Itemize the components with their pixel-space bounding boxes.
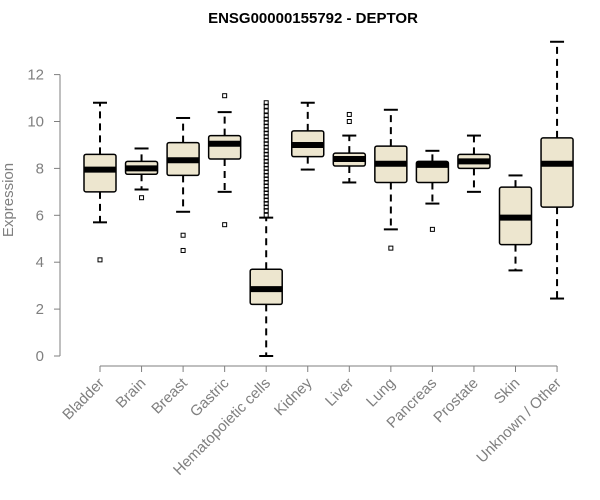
outlier-point bbox=[263, 100, 269, 106]
box-group bbox=[457, 134, 491, 193]
x-tick-label: Lung bbox=[363, 375, 399, 411]
outlier-point bbox=[263, 113, 269, 119]
x-tick-label: Prostate bbox=[430, 375, 482, 427]
outlier-point bbox=[388, 245, 394, 251]
box-group bbox=[124, 147, 159, 201]
box-iqr bbox=[540, 137, 574, 208]
x-tick-label: Liver bbox=[322, 375, 357, 410]
outlier-point bbox=[222, 222, 228, 228]
y-tick-label: 6 bbox=[36, 207, 44, 224]
box-group bbox=[166, 116, 200, 253]
x-tick-label: Brain bbox=[113, 375, 150, 412]
chart-title: ENSG00000155792 - DEPTOR bbox=[208, 10, 418, 27]
box-group bbox=[207, 93, 242, 228]
box-group bbox=[498, 174, 533, 272]
box-group bbox=[83, 101, 117, 263]
outlier-point bbox=[263, 108, 269, 114]
x-tick-label: Kidney bbox=[271, 374, 316, 419]
x-tick-label: Skin bbox=[491, 375, 524, 408]
box-group bbox=[540, 40, 574, 300]
box-group bbox=[374, 108, 408, 251]
outlier-point bbox=[222, 93, 228, 99]
y-axis: 0 2 4 6 8 10 12 bbox=[27, 67, 61, 365]
outlier-point bbox=[346, 119, 352, 124]
box-iqr bbox=[207, 134, 242, 160]
outlier-point bbox=[263, 212, 269, 218]
outlier-point bbox=[180, 232, 186, 238]
y-tick-label: 2 bbox=[36, 301, 44, 318]
x-tick-label: Breast bbox=[148, 374, 191, 417]
y-axis-title: Expression bbox=[0, 163, 17, 237]
x-tick-label: Bladder bbox=[59, 375, 108, 424]
box-group bbox=[415, 149, 450, 232]
outlier-point bbox=[346, 111, 352, 117]
y-tick-label: 0 bbox=[36, 348, 44, 365]
box-group bbox=[291, 101, 325, 171]
boxes bbox=[83, 40, 574, 357]
y-tick-label: 12 bbox=[27, 67, 44, 84]
outlier-point bbox=[180, 247, 186, 253]
y-tick-label: 4 bbox=[36, 254, 44, 271]
outlier-point bbox=[139, 195, 145, 201]
box-group bbox=[332, 111, 367, 184]
box-iqr bbox=[83, 153, 117, 193]
outlier-point bbox=[97, 257, 103, 263]
y-tick-label: 8 bbox=[36, 160, 44, 177]
box-group bbox=[249, 100, 283, 357]
outlier-point bbox=[429, 226, 435, 232]
y-tick-label: 10 bbox=[27, 114, 44, 131]
